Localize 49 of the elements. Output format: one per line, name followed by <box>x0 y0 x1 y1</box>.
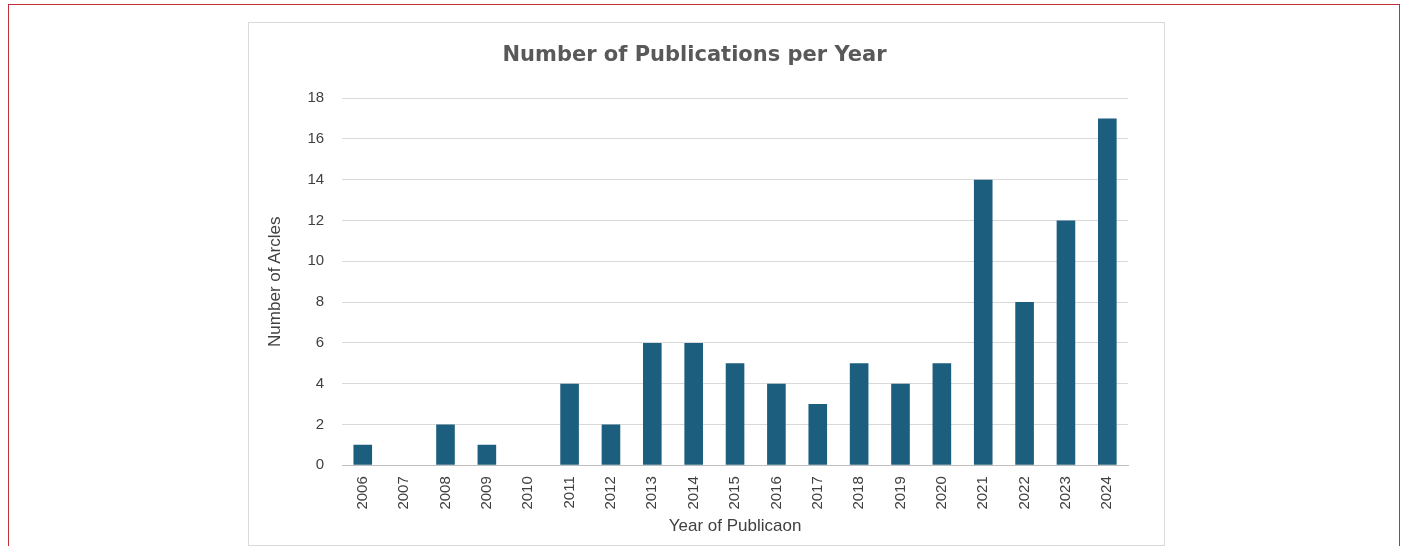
bar <box>1015 302 1034 465</box>
x-tick-label: 2022 <box>1014 476 1032 510</box>
bar <box>808 404 828 465</box>
x-tick-label: 2006 <box>352 476 370 510</box>
bar <box>436 424 455 465</box>
y-tick-label: 10 <box>307 251 325 269</box>
x-tick-label: 2014 <box>683 476 701 510</box>
x-tick-label: 2017 <box>807 476 825 510</box>
x-tick-label: 2018 <box>849 476 867 510</box>
bar <box>1098 118 1117 465</box>
bar <box>560 383 579 465</box>
x-tick-label: 2020 <box>932 476 949 510</box>
y-tick-label: 2 <box>315 414 325 432</box>
x-tick-label: 2008 <box>435 476 453 510</box>
x-tick-label: 2019 <box>890 476 908 510</box>
bar <box>973 179 993 465</box>
x-axis-title: Year of Publicaon <box>668 516 802 536</box>
bar <box>1056 220 1076 465</box>
bar <box>477 444 497 465</box>
bar <box>601 424 621 465</box>
x-tick-label: 2021 <box>973 476 991 510</box>
bar <box>353 444 373 465</box>
bar <box>725 363 745 465</box>
x-tick-label: 2023 <box>1056 476 1074 510</box>
y-tick-label: 12 <box>307 210 325 228</box>
y-tick-label: 14 <box>307 169 325 187</box>
bar <box>684 342 703 465</box>
y-tick-label: 6 <box>315 333 325 351</box>
bar <box>891 383 910 465</box>
y-tick-label: 0 <box>315 455 325 473</box>
y-tick-label: 18 <box>307 88 325 106</box>
x-tick-label: 2016 <box>766 476 784 510</box>
y-tick-label: 4 <box>315 373 325 391</box>
y-tick-label: 16 <box>307 129 325 147</box>
chart-title: Number of Publications per Year <box>502 42 888 67</box>
x-tick-label: 2024 <box>1097 476 1115 510</box>
x-tick-label: 2007 <box>394 476 412 510</box>
x-tick-label: 2013 <box>642 476 660 510</box>
bar <box>643 342 662 465</box>
y-axis-title: Number of Arcles <box>264 216 284 347</box>
bar <box>767 383 786 465</box>
bar <box>932 363 952 465</box>
bar <box>849 363 869 465</box>
x-tick-label: 2015 <box>725 476 743 510</box>
x-tick-label: 2010 <box>518 476 536 510</box>
x-tick-label: 2009 <box>477 476 494 510</box>
y-tick-label: 8 <box>315 292 325 310</box>
x-tick-label: 2012 <box>601 476 619 510</box>
x-tick-label: 2011 <box>559 476 577 509</box>
